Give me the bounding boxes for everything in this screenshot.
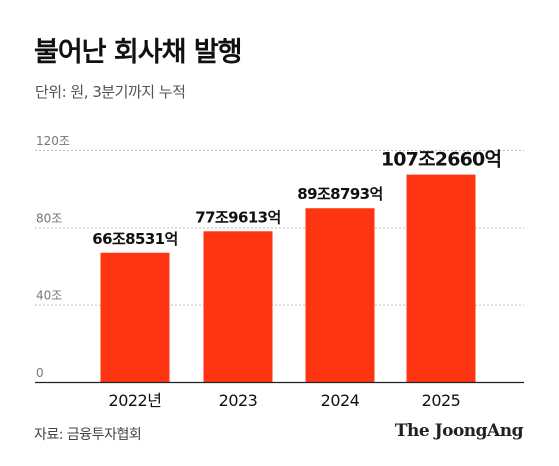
bar [100, 252, 170, 382]
bar [203, 231, 273, 382]
data-label: 89조8793억 [297, 185, 382, 203]
x-tick-label: 2025 [422, 391, 461, 410]
y-tick-label: 120조 [36, 134, 70, 148]
bar [305, 208, 375, 382]
data-label: 107조2660억 [381, 149, 501, 171]
x-tick-label: 2024 [321, 391, 360, 410]
chart-title: 불어난 회사채 발행 [34, 37, 243, 68]
y-tick-label: 40조 [36, 289, 62, 303]
y-tick-label: 0 [36, 366, 44, 380]
bar [406, 174, 476, 382]
x-tick-label: 2022년 [109, 391, 162, 410]
data-label: 66조8531억 [92, 230, 177, 248]
y-tick-label: 80조 [36, 211, 62, 225]
publisher-logo: The JoongAng [394, 421, 524, 441]
data-label: 77조9613억 [195, 208, 280, 226]
chart-unit-note: 단위: 원, 3분기까지 누적 [35, 83, 186, 101]
source-note: 자료: 금융투자협회 [34, 427, 142, 443]
x-tick-label: 2023 [219, 391, 258, 410]
